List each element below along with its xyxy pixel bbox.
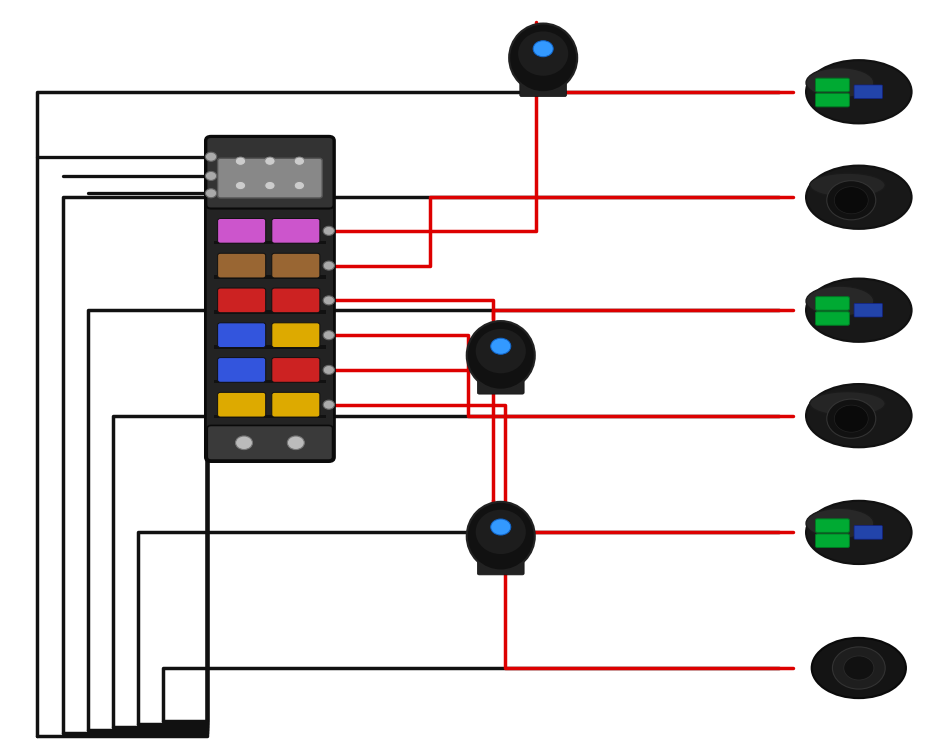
Ellipse shape (809, 173, 885, 197)
FancyBboxPatch shape (217, 158, 322, 198)
Bar (213, 345, 326, 349)
Bar (213, 275, 326, 279)
FancyBboxPatch shape (272, 218, 319, 243)
Circle shape (323, 261, 334, 270)
Ellipse shape (805, 500, 911, 564)
FancyBboxPatch shape (205, 136, 334, 462)
FancyBboxPatch shape (207, 426, 332, 460)
FancyBboxPatch shape (477, 558, 524, 575)
Ellipse shape (475, 329, 525, 373)
FancyBboxPatch shape (477, 376, 524, 394)
FancyBboxPatch shape (815, 519, 849, 532)
Bar (213, 240, 326, 244)
Bar (213, 414, 326, 418)
Circle shape (323, 400, 334, 409)
FancyBboxPatch shape (853, 85, 882, 98)
Circle shape (235, 181, 245, 190)
FancyBboxPatch shape (217, 358, 265, 383)
FancyBboxPatch shape (272, 288, 319, 313)
Ellipse shape (509, 23, 577, 92)
Circle shape (205, 152, 216, 161)
Ellipse shape (466, 321, 534, 390)
Circle shape (235, 436, 252, 450)
Circle shape (826, 399, 875, 438)
Circle shape (490, 338, 511, 355)
FancyBboxPatch shape (853, 525, 882, 539)
Ellipse shape (475, 510, 525, 554)
Ellipse shape (811, 638, 905, 698)
FancyBboxPatch shape (217, 253, 265, 278)
FancyBboxPatch shape (815, 296, 849, 310)
FancyBboxPatch shape (519, 79, 566, 97)
FancyBboxPatch shape (815, 78, 849, 91)
Circle shape (235, 157, 245, 166)
Ellipse shape (805, 278, 911, 342)
FancyBboxPatch shape (217, 218, 265, 243)
FancyBboxPatch shape (272, 392, 319, 417)
Ellipse shape (805, 166, 911, 229)
FancyBboxPatch shape (815, 93, 849, 107)
FancyBboxPatch shape (272, 323, 319, 348)
Circle shape (532, 41, 552, 57)
FancyBboxPatch shape (206, 137, 333, 209)
Circle shape (294, 181, 304, 190)
Ellipse shape (805, 384, 911, 448)
FancyBboxPatch shape (217, 392, 265, 417)
Circle shape (294, 157, 304, 166)
Ellipse shape (517, 32, 567, 76)
Circle shape (205, 172, 216, 181)
Circle shape (832, 647, 885, 689)
FancyBboxPatch shape (272, 253, 319, 278)
FancyBboxPatch shape (853, 303, 882, 317)
Bar (213, 380, 326, 383)
Circle shape (323, 365, 334, 374)
Circle shape (323, 296, 334, 305)
Bar (213, 310, 326, 314)
FancyBboxPatch shape (217, 323, 265, 348)
FancyBboxPatch shape (815, 534, 849, 547)
Circle shape (323, 330, 334, 339)
Circle shape (834, 187, 868, 214)
Circle shape (264, 157, 275, 166)
Circle shape (490, 519, 511, 535)
Ellipse shape (805, 286, 873, 316)
Ellipse shape (805, 508, 873, 538)
Circle shape (834, 405, 868, 432)
FancyBboxPatch shape (272, 358, 319, 383)
FancyBboxPatch shape (217, 288, 265, 313)
FancyBboxPatch shape (815, 311, 849, 325)
Ellipse shape (805, 60, 911, 123)
Ellipse shape (809, 392, 885, 416)
Circle shape (287, 436, 304, 450)
Circle shape (323, 226, 334, 235)
Circle shape (205, 189, 216, 198)
Ellipse shape (805, 68, 873, 98)
Circle shape (826, 181, 875, 220)
Circle shape (843, 656, 873, 680)
Ellipse shape (466, 502, 534, 571)
Circle shape (264, 181, 275, 190)
